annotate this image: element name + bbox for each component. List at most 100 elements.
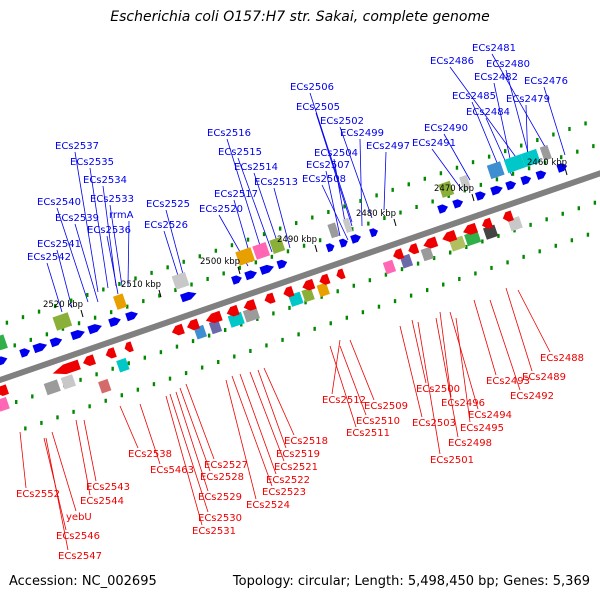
- gene-arrow: [180, 291, 197, 303]
- gene-label: ECs2481: [472, 43, 516, 54]
- gene-label: ECs2519: [276, 449, 320, 460]
- track-tick-3: [361, 310, 365, 315]
- gene-label: ECs2516: [207, 128, 251, 139]
- leader-line: [331, 339, 341, 395]
- leader-line: [119, 405, 139, 449]
- track-tick-2: [143, 355, 147, 360]
- track-tick-0: [230, 243, 234, 248]
- track-tick-3: [297, 332, 300, 337]
- gene-label: ECs2476: [524, 76, 568, 87]
- track-tick-1: [93, 315, 97, 320]
- track-tick-3: [40, 420, 43, 425]
- gene-arrow: [276, 259, 288, 270]
- track-tick-2: [465, 244, 468, 249]
- track-tick-1: [511, 171, 515, 176]
- gene-label: yebU: [66, 512, 92, 523]
- track-tick-0: [278, 226, 282, 231]
- leader-line: [273, 187, 291, 249]
- position-tick: [393, 218, 397, 227]
- gene-label: ECs2528: [200, 472, 244, 483]
- track-tick-0: [134, 276, 137, 281]
- gene-arrow: [302, 278, 316, 291]
- track-tick-1: [77, 321, 81, 326]
- gene-label: ECs2518: [284, 436, 328, 447]
- gene-arrow: [264, 292, 276, 304]
- position-tick: [471, 193, 475, 202]
- track-tick-0: [487, 154, 491, 159]
- track-tick-3: [233, 354, 236, 359]
- track-tick-1: [302, 243, 306, 248]
- track-tick-1: [560, 155, 563, 160]
- track-tick-0: [198, 254, 201, 259]
- track-tick-2: [15, 399, 18, 404]
- leader-line: [359, 138, 363, 227]
- track-tick-2: [384, 272, 388, 277]
- track-tick-2: [497, 233, 500, 238]
- track-tick-3: [120, 393, 123, 398]
- gene-arrow: [319, 273, 331, 285]
- track-tick-1: [29, 337, 32, 342]
- accession-text: Accession: NC_002695: [9, 574, 157, 589]
- track-tick-0: [246, 237, 250, 242]
- track-tick-1: [399, 210, 402, 215]
- track-tick-0: [439, 171, 443, 176]
- gene-label: ECs2504: [314, 148, 358, 159]
- gene-label: ECs2509: [364, 401, 408, 412]
- feature-block: [438, 180, 455, 198]
- track-tick-2: [304, 300, 307, 305]
- track-tick-1: [142, 299, 145, 304]
- track-tick-1: [543, 160, 547, 165]
- gene-arrow: [32, 343, 48, 354]
- track-tick-1: [109, 310, 113, 315]
- feature-block: [327, 222, 340, 239]
- position-tick: [564, 167, 568, 176]
- gene-arrow: [520, 175, 532, 186]
- leader-line: [325, 170, 341, 237]
- feature-block: [252, 242, 271, 260]
- leader-line: [139, 403, 161, 465]
- track-tick-3: [24, 426, 27, 431]
- track-tick-2: [368, 278, 372, 283]
- leader-line: [127, 220, 130, 287]
- gene-label: ECs2526: [144, 220, 188, 231]
- track-tick-0: [375, 193, 378, 198]
- leader-line: [349, 339, 375, 401]
- gene-label: ECs2505: [296, 102, 340, 113]
- track-tick-0: [536, 138, 539, 143]
- gene-arrow: [475, 191, 486, 201]
- gene-label: ECs2543: [86, 482, 130, 493]
- leader-line: [263, 367, 295, 436]
- track-tick-3: [104, 398, 107, 403]
- track-tick-0: [102, 287, 105, 292]
- feature-block: [503, 154, 526, 174]
- track-tick-2: [416, 261, 420, 266]
- track-tick-2: [432, 256, 436, 261]
- track-tick-0: [295, 221, 298, 226]
- gene-label: ECs2502: [320, 116, 364, 127]
- gene-arrow: [19, 348, 31, 358]
- track-tick-2: [449, 250, 452, 255]
- gene-arrow: [244, 270, 257, 281]
- leader-line: [185, 383, 215, 460]
- track-tick-3: [442, 282, 445, 287]
- track-tick-1: [367, 221, 370, 226]
- position-label: 2520 kbp: [43, 300, 83, 310]
- gene-label: ECs2497: [366, 141, 410, 152]
- leader-line: [249, 371, 285, 462]
- gene-label: ECs2544: [80, 496, 124, 507]
- gene-label: ECs2513: [254, 177, 298, 188]
- leader-line: [239, 373, 277, 475]
- gene-arrow: [70, 330, 85, 341]
- leader-line: [89, 167, 109, 289]
- gene-labels: 2460 kbp 2470 kbp 2480 kbp 2490 kbp 2500 kbp…: [16, 43, 584, 562]
- track-tick-3: [538, 249, 541, 254]
- gene-label: ECs2537: [55, 141, 99, 152]
- position-label: 2470 kbp: [434, 184, 474, 194]
- gene-label: ECs2482: [474, 72, 518, 83]
- gene-arrow: [243, 299, 257, 311]
- track-tick-1: [463, 188, 466, 193]
- track-tick-1: [447, 193, 450, 198]
- gene-arrow: [393, 248, 405, 260]
- track-tick-3: [570, 238, 574, 243]
- gene-label: ECs2495: [460, 423, 504, 434]
